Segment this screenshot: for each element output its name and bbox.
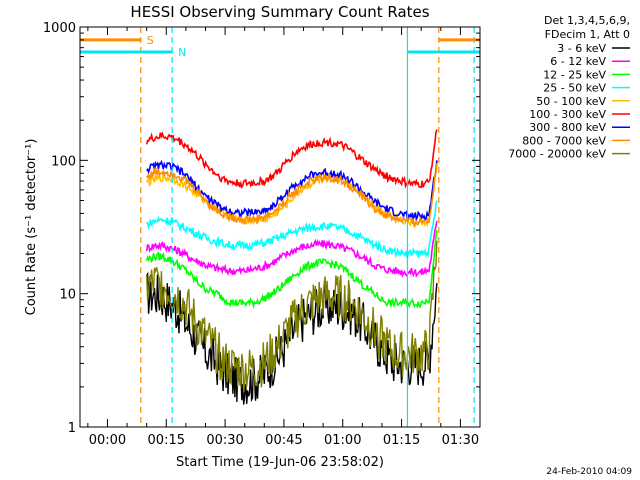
y-tick-label-0: 1 — [68, 421, 76, 436]
legend-entry-4: 50 - 100 keV — [536, 95, 606, 108]
y-axis-label: Count Rate (s⁻¹ detector⁻¹) — [24, 139, 39, 316]
legend-entry-7: 800 - 7000 keV — [522, 134, 606, 147]
legend-entry-1: 6 - 12 keV — [550, 55, 606, 68]
legend-entry-3: 25 - 50 keV — [543, 82, 606, 95]
legend-entry-6: 300 - 800 keV — [529, 121, 606, 134]
x-axis-label: Start Time (19-Jun-06 23:58:02) — [176, 455, 384, 470]
y-tick-label-3: 1000 — [43, 21, 76, 36]
chart-title: HESSI Observing Summary Count Rates — [130, 3, 429, 21]
timestamp: 24-Feb-2010 04:09 — [546, 467, 632, 477]
series-line-7 — [146, 163, 438, 229]
series-layer — [145, 129, 438, 405]
series-line-8 — [146, 240, 438, 392]
x-tick-label-1: 00:15 — [148, 433, 185, 448]
series-line-1 — [145, 220, 438, 279]
x-tick-label-0: 00:00 — [89, 433, 126, 448]
series-line-2 — [145, 229, 438, 309]
plot-frame — [79, 26, 481, 428]
x-tick-label-6: 01:30 — [442, 433, 479, 448]
legend: Det 1,3,4,5,6,9, FDecim 1, Att 0 3 - 6 k… — [508, 14, 630, 161]
flag-label-0: S — [147, 34, 154, 47]
x-tick-label-2: 00:30 — [206, 433, 243, 448]
legend-entry-5: 100 - 300 keV — [529, 108, 606, 121]
y-tick-label-1: 10 — [59, 288, 76, 303]
series-line-0 — [146, 271, 438, 405]
legend-entry-8: 7000 - 20000 keV — [508, 148, 606, 161]
y-axis-ticks: 1 10 100 1000 — [43, 21, 480, 436]
series-line-3 — [146, 200, 438, 259]
legend-header-line-2: FDecim 1, Att 0 — [545, 28, 630, 41]
series-line-6 — [146, 159, 438, 222]
x-tick-label-5: 01:15 — [383, 433, 420, 448]
legend-entry-2: 12 - 25 keV — [543, 68, 606, 81]
y-tick-label-2: 100 — [51, 154, 76, 169]
marker-layer: SN — [80, 27, 480, 427]
x-axis-ticks: 00:00 00:15 00:30 00:45 01:00 01:15 01:30 — [87, 27, 481, 448]
series-line-5 — [145, 129, 438, 189]
legend-entry-0: 3 - 6 keV — [557, 42, 606, 55]
legend-header-line-1: Det 1,3,4,5,6,9, — [544, 14, 630, 27]
flag-label-1: N — [178, 46, 186, 59]
x-tick-label-4: 01:00 — [324, 433, 361, 448]
x-tick-label-3: 00:45 — [265, 433, 302, 448]
